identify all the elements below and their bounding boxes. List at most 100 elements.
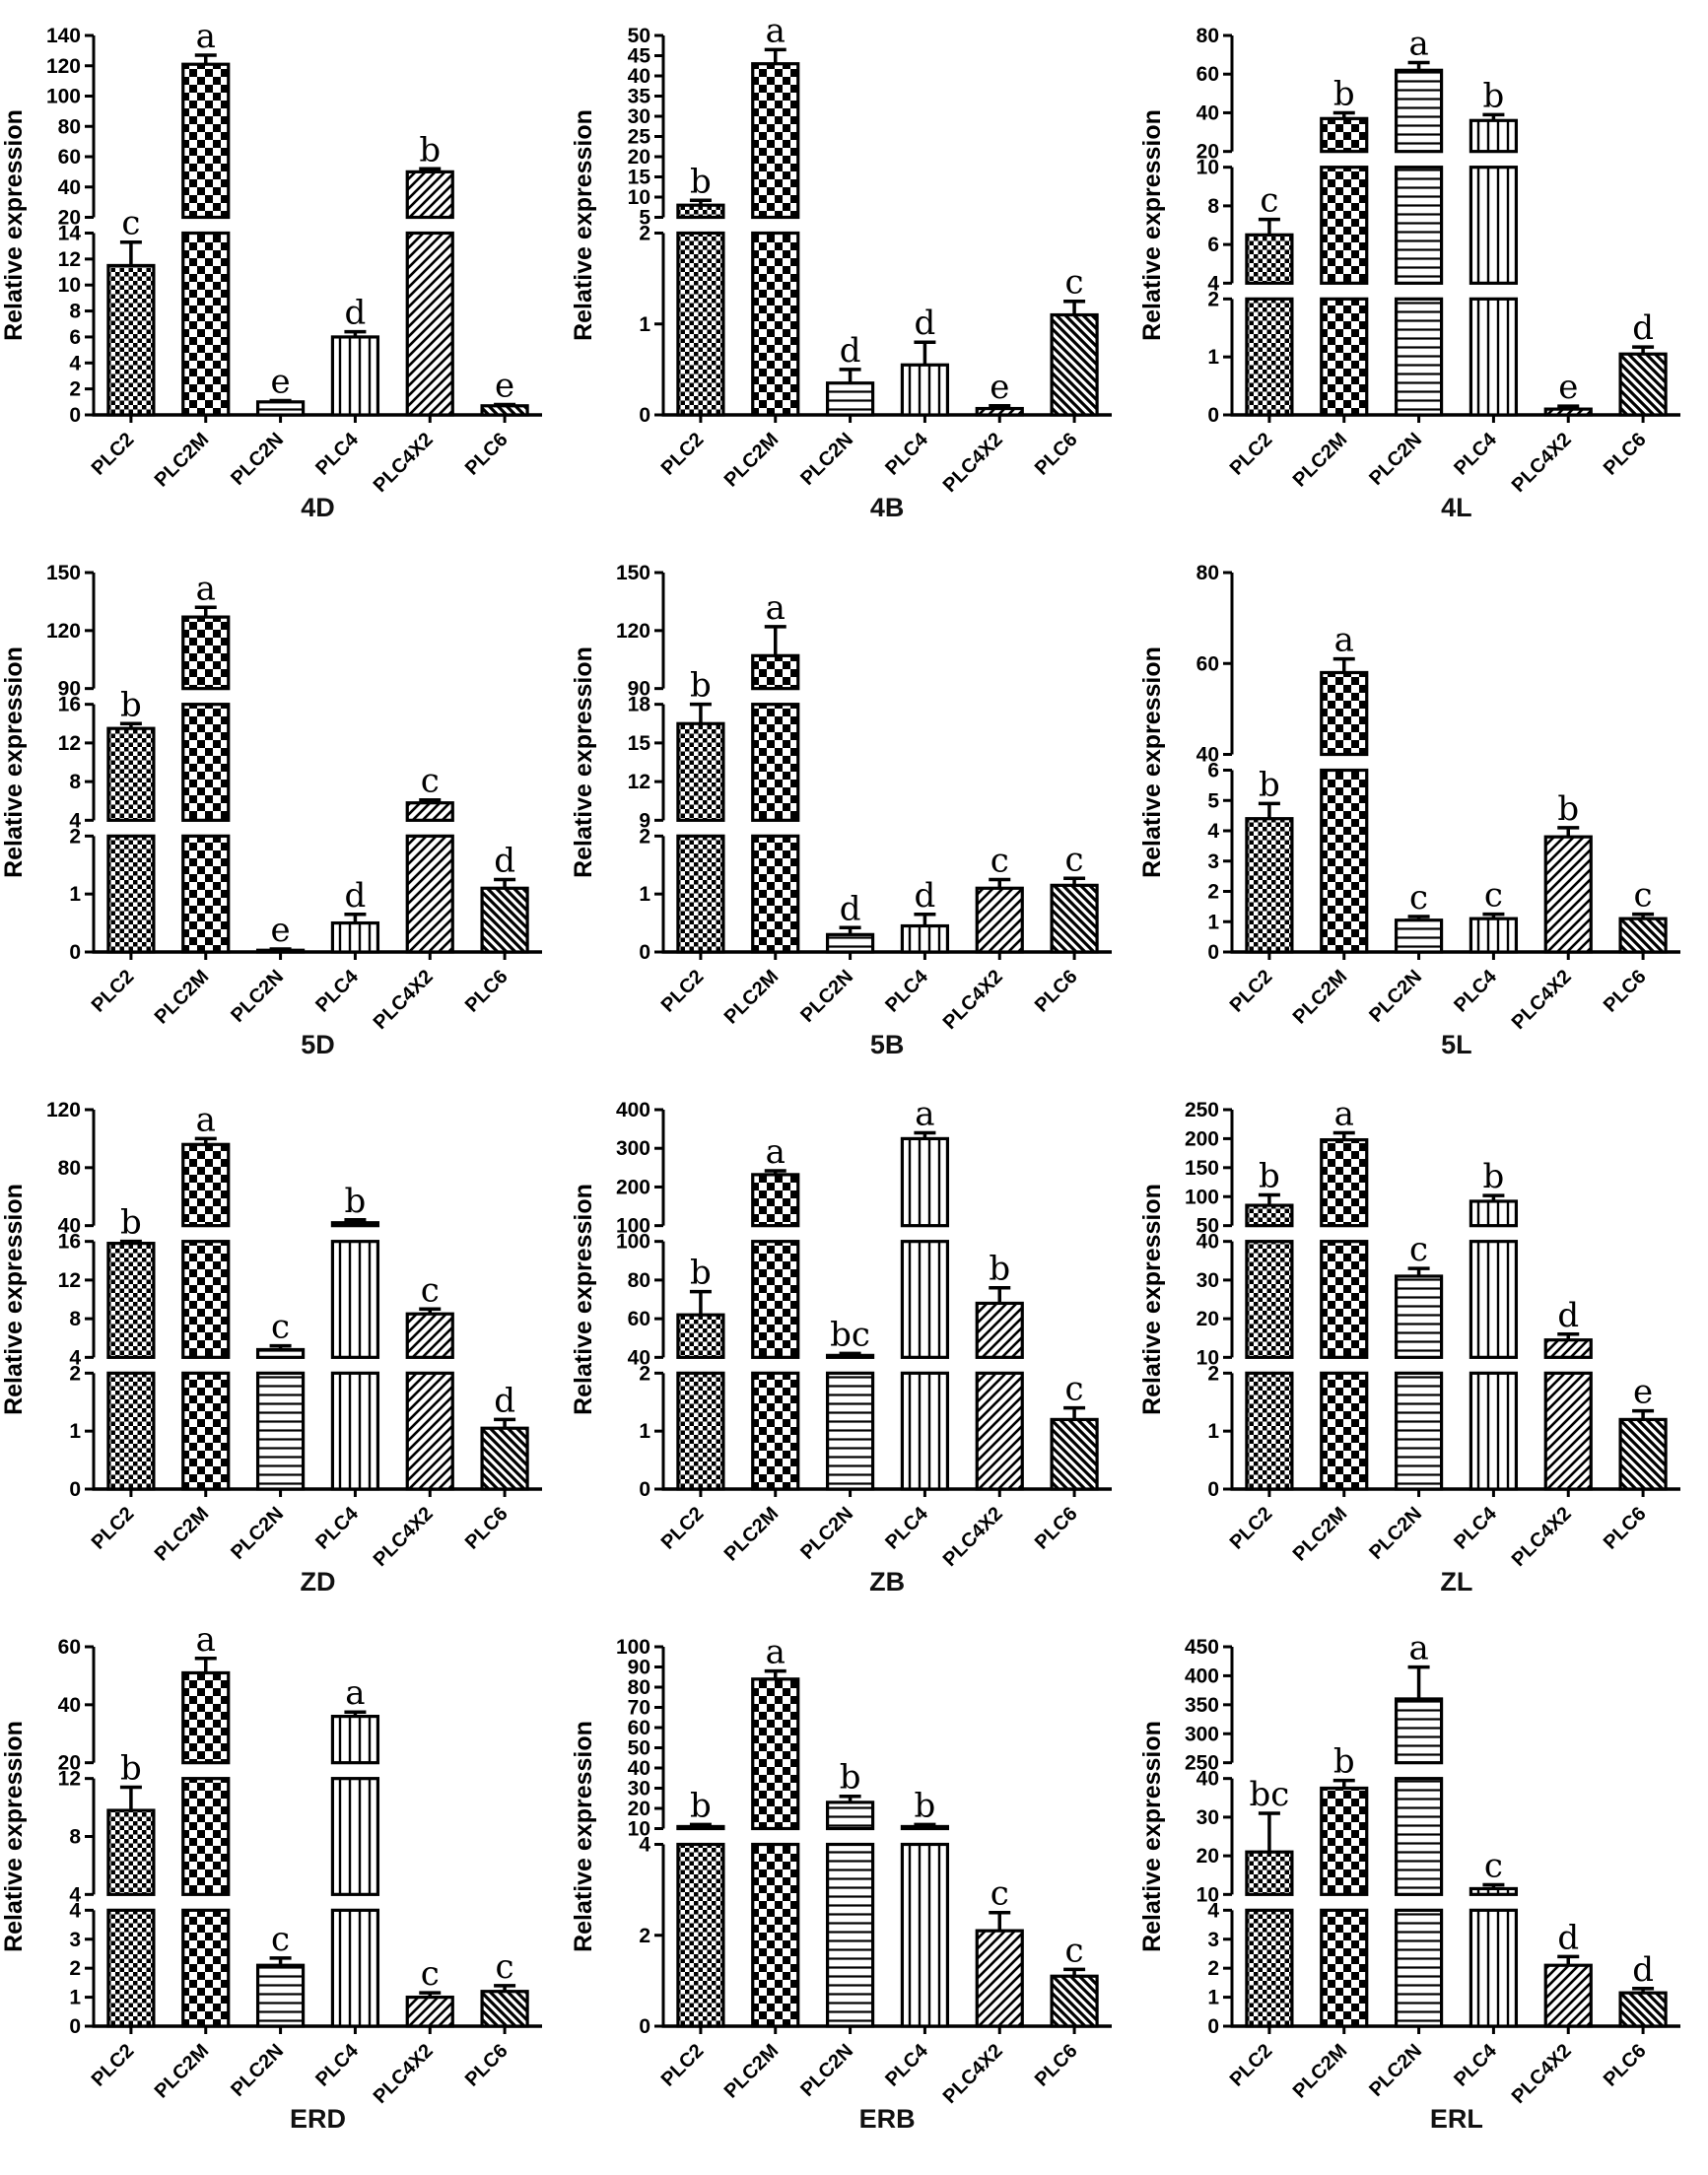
y-tick-label: 120 <box>46 1099 81 1121</box>
x-category-label: PLC4 <box>311 1502 363 1553</box>
y-tick-label: 2 <box>69 825 81 848</box>
chart-cell-4L: Relative expression 0 1 2 4 6 8 10 20 40 60 80 c PLC2… <box>1138 6 1708 543</box>
bar-PLC2 <box>675 1371 725 1491</box>
x-category-label: PLC2 <box>88 1503 139 1554</box>
x-category-label: PLC6 <box>1600 429 1651 480</box>
y-tick-label: 20 <box>1196 1308 1219 1330</box>
bar-PLC2 <box>675 231 725 417</box>
bar-PLC2M <box>1320 1137 1369 1228</box>
bar-PLC2 <box>675 1842 725 2028</box>
y-tick-label: 4 <box>69 1883 81 1906</box>
bar-PLC2M <box>750 1240 800 1359</box>
significance-letter: a <box>196 17 216 56</box>
y-tick-label: 400 <box>616 1099 650 1121</box>
y-axis-label: Relative expression <box>1138 109 1166 341</box>
bar-PLC4X2 <box>405 1371 454 1491</box>
x-category-label: PLC6 <box>1031 2040 1082 2091</box>
bar-PLC6 <box>1618 1417 1669 1491</box>
y-tick-label: 60 <box>58 1636 81 1659</box>
y-tick-label: 0 <box>639 2015 650 2038</box>
chart-cell-ERB: Relative expression 0 2 4 10 20 30 40 50 60 70 80 90… <box>570 1617 1139 2154</box>
y-tick-label: 40 <box>627 65 649 88</box>
bar-PLC4 <box>1469 1371 1519 1491</box>
y-tick-label: 6 <box>1208 234 1220 256</box>
bar-PLC4 <box>900 1824 949 1831</box>
y-axis-label: Relative expression <box>1138 646 1166 878</box>
y-tick-label: 2 <box>69 1362 81 1385</box>
x-category-label: PLC2 <box>1226 966 1277 1017</box>
y-tick-label: 20 <box>1196 1845 1219 1868</box>
bar-PLC4 <box>330 920 380 954</box>
significance-letter: e <box>1633 1373 1653 1412</box>
bar-PLC2M <box>1320 1786 1369 1896</box>
bar-PLC4X2 <box>405 834 454 954</box>
y-tick-label: 1 <box>69 1420 81 1443</box>
bar-PLC2 <box>675 1824 725 1831</box>
y-tick-label: 16 <box>58 1231 81 1254</box>
bar-PLC4X2 <box>405 1995 454 2028</box>
y-tick-label: 15 <box>627 732 650 755</box>
y-tick-label: 50 <box>627 1737 649 1760</box>
x-category-label: PLC2M <box>719 966 782 1028</box>
bar-PLC2N <box>1395 68 1444 154</box>
bar-PLC2M <box>181 615 231 691</box>
x-category-label: PLC2 <box>656 429 708 480</box>
significance-letter: a <box>765 11 785 50</box>
significance-letter: c <box>421 1270 440 1310</box>
y-tick-label: 250 <box>1185 1099 1219 1121</box>
bar-PLC2 <box>1245 1850 1294 1896</box>
y-tick-label: 2 <box>1208 288 1220 310</box>
bar-PLC2M <box>181 703 231 822</box>
y-tick-label: 60 <box>1196 63 1219 86</box>
chart-cell-5D: Relative expression 0 1 2 4 8 12 16 90 120 150 b PLC… <box>0 543 570 1080</box>
y-tick-label: 60 <box>1196 652 1219 675</box>
bar-chart-svg-5D: Relative expression01248121690120150bPLC… <box>0 562 542 1034</box>
bar-PLC2N <box>825 1371 874 1491</box>
y-axis-label: Relative expression <box>570 1184 597 1415</box>
bar-PLC6 <box>480 404 529 417</box>
x-category-label: PLC2M <box>151 2040 213 2102</box>
significance-letter: d <box>1558 1296 1580 1335</box>
y-tick-label: 4 <box>639 1834 650 1857</box>
y-tick-label: 12 <box>58 248 81 271</box>
y-tick-label: 120 <box>46 620 81 643</box>
bar-PLC6 <box>1618 352 1669 417</box>
y-tick-label: 2 <box>639 825 650 848</box>
y-tick-label: 150 <box>616 562 650 584</box>
y-tick-label: 250 <box>1185 1752 1219 1775</box>
chart-title: ERL <box>1429 2104 1483 2134</box>
significance-letter: a <box>915 1095 934 1134</box>
y-tick-label: 20 <box>627 146 649 169</box>
bar-chart-svg-5L: Relative expression 0 1 2 3 4 5 640 60 80 b PLC2 a PL… <box>1138 562 1681 1034</box>
bar-PLC4X2 <box>1543 1371 1594 1491</box>
chart-title: ZB <box>869 1567 906 1597</box>
x-category-label: PLC4 <box>1451 965 1502 1016</box>
significance-letter: d <box>345 294 367 333</box>
y-tick-label: 3 <box>69 1929 81 1951</box>
y-tick-label: 8 <box>69 1826 81 1849</box>
bar-PLC2M <box>181 62 231 220</box>
x-category-label: PLC2 <box>88 2040 139 2091</box>
bar-PLC2 <box>1245 817 1294 954</box>
significance-letter: a <box>1334 621 1354 660</box>
x-category-label: PLC2M <box>1289 2040 1351 2102</box>
y-tick-label: 25 <box>627 126 650 149</box>
chart-cell-5L: Relative expression 0 1 2 3 4 5 6 40 60 80 b PLC2 a PL… <box>1138 543 1708 1080</box>
bar-PLC2M <box>181 834 231 954</box>
y-tick-label: 5 <box>639 207 650 230</box>
y-tick-label: 90 <box>627 678 649 701</box>
significance-letter: a <box>765 588 785 628</box>
chart-title: 4L <box>1441 493 1472 522</box>
bar-PLC4X2 <box>975 1301 1024 1359</box>
x-category-label: PLC2 <box>1226 1503 1277 1554</box>
y-tick-label: 450 <box>1185 1636 1219 1659</box>
bar-PLC4 <box>900 363 949 417</box>
y-tick-label: 2 <box>69 1957 81 1980</box>
bar-PLC2M <box>750 62 800 220</box>
bar-PLC2M <box>1320 1371 1369 1491</box>
y-axis-label: Relative expression <box>1138 1184 1166 1415</box>
y-tick-label: 30 <box>627 1778 649 1801</box>
bar-PLC2 <box>1245 297 1294 417</box>
x-category-label: PLC2M <box>719 1503 782 1565</box>
y-tick-label: 0 <box>69 1478 81 1501</box>
